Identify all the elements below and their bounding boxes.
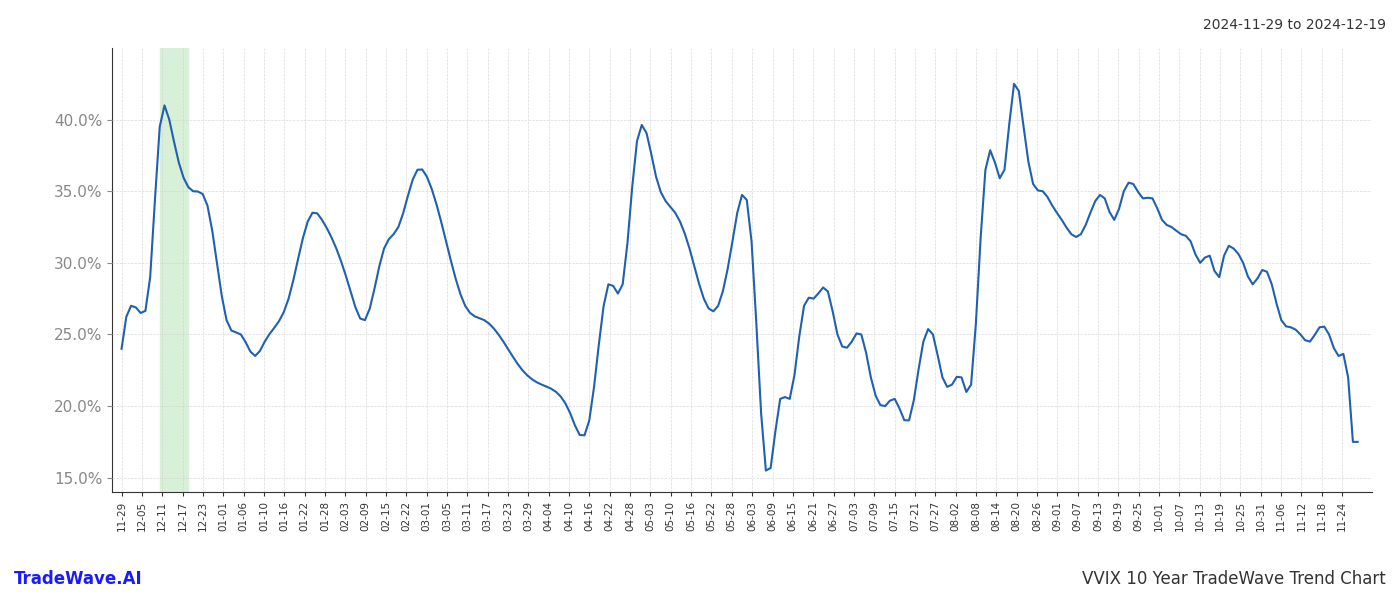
Text: 2024-11-29 to 2024-12-19: 2024-11-29 to 2024-12-19 <box>1203 18 1386 32</box>
Bar <box>160 48 189 492</box>
Text: TradeWave.AI: TradeWave.AI <box>14 570 143 588</box>
Text: VVIX 10 Year TradeWave Trend Chart: VVIX 10 Year TradeWave Trend Chart <box>1082 570 1386 588</box>
